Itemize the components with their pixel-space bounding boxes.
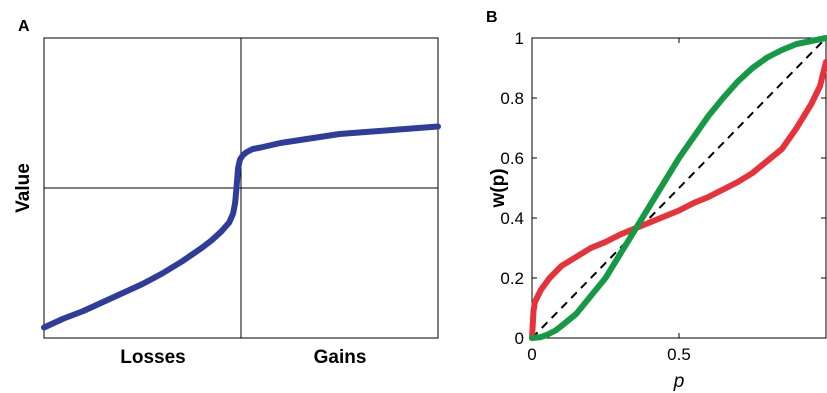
panel-b-diagonal-dashed-line — [531, 37, 827, 339]
panel-b-y-axis-title: w(p) — [488, 168, 509, 208]
panel-b-red-curve — [529, 59, 827, 341]
panel-b-xtick-label: 0.5 — [667, 345, 691, 364]
panel-a-letter: A — [18, 18, 30, 35]
panel-b-letter: B — [486, 9, 498, 26]
panel-b-ytick-label: 0.4 — [500, 209, 524, 228]
panel-b-ytick-label: 0.6 — [500, 149, 524, 168]
panel-b-ytick-label: 0 — [515, 329, 524, 348]
panel-a-y-axis-title: Value — [13, 163, 34, 213]
panel-a-plot — [41, 37, 441, 339]
panel-b-ytick-label: 0.2 — [500, 269, 524, 288]
panel-b-plot: 0 0.2 0.4 0.6 0.8 1 0 0.5 — [500, 29, 827, 364]
panel-b-ytick-label: 1 — [515, 29, 524, 48]
panel-a-value-curve — [41, 123, 441, 331]
panel-b-green-curve — [529, 35, 827, 341]
panel-a-gains-label: Gains — [314, 347, 367, 368]
panel-b-xtick-label: 0 — [527, 345, 536, 364]
panel-b-ytick-label: 0.8 — [500, 89, 524, 108]
panel-a-losses-label: Losses — [120, 347, 185, 368]
panel-b-x-axis-title: p — [673, 371, 685, 392]
